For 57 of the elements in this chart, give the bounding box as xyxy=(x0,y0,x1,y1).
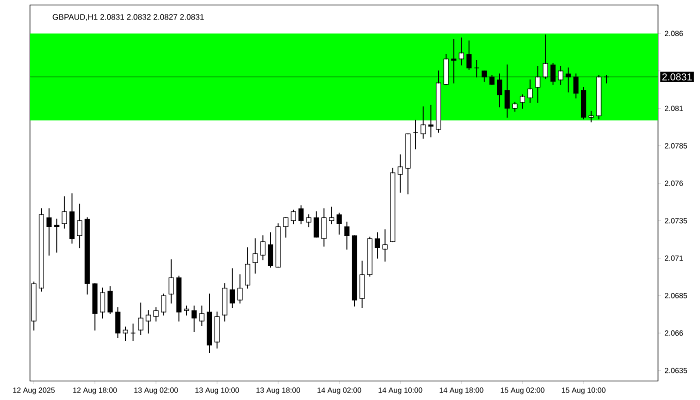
candlestick xyxy=(122,326,128,342)
candlestick xyxy=(230,268,235,308)
candlestick xyxy=(77,204,82,248)
candlestick xyxy=(161,294,166,316)
candlestick xyxy=(199,306,204,326)
candlestick xyxy=(168,259,174,304)
candlestick xyxy=(298,205,304,224)
candlestick xyxy=(367,236,372,277)
candlestick xyxy=(62,196,67,229)
candlestick xyxy=(458,38,464,66)
candlestick xyxy=(390,168,396,242)
candlestick xyxy=(528,79,533,103)
ref-line-label: 2.0831 xyxy=(662,73,692,80)
candlestick xyxy=(580,86,586,120)
candlestick xyxy=(329,206,334,224)
candlestick xyxy=(336,212,342,235)
candlestick xyxy=(237,274,243,304)
candlestick xyxy=(214,312,220,348)
candlestick xyxy=(321,208,327,247)
candlestick xyxy=(46,208,52,256)
candlestick xyxy=(84,217,90,295)
candlestick xyxy=(153,307,159,322)
candlestick xyxy=(306,214,312,228)
candlestick xyxy=(130,324,136,342)
candlestick xyxy=(115,307,120,338)
candlestick xyxy=(352,235,358,307)
candlestick xyxy=(466,40,472,70)
candlestick xyxy=(146,310,151,334)
candlestick xyxy=(420,106,426,139)
candlestick xyxy=(360,260,365,308)
candlestick xyxy=(252,238,258,274)
candlestick xyxy=(176,276,182,322)
candlestick xyxy=(100,288,106,319)
candlestick xyxy=(344,222,350,250)
candlestick xyxy=(374,232,380,259)
candlestick xyxy=(108,286,113,314)
candlestick xyxy=(428,104,434,138)
candlestick xyxy=(38,208,44,292)
candlestick xyxy=(138,302,144,336)
candlestick xyxy=(69,193,75,244)
candlestick xyxy=(314,211,319,238)
candlestick xyxy=(222,283,228,322)
candlestick xyxy=(245,247,250,289)
candlestick xyxy=(260,235,266,260)
candlestick xyxy=(382,229,388,262)
candlestick xyxy=(405,134,411,194)
candlestick xyxy=(268,232,274,268)
candlestick xyxy=(206,294,212,353)
candlestick xyxy=(520,94,526,109)
candlestick xyxy=(290,210,296,224)
candlestick xyxy=(92,283,98,331)
candlestick xyxy=(192,306,197,332)
candlestick xyxy=(398,154,403,193)
candlestick xyxy=(512,102,518,112)
candlestick xyxy=(54,218,60,253)
candlestick xyxy=(283,217,288,238)
candlestick xyxy=(276,223,281,268)
